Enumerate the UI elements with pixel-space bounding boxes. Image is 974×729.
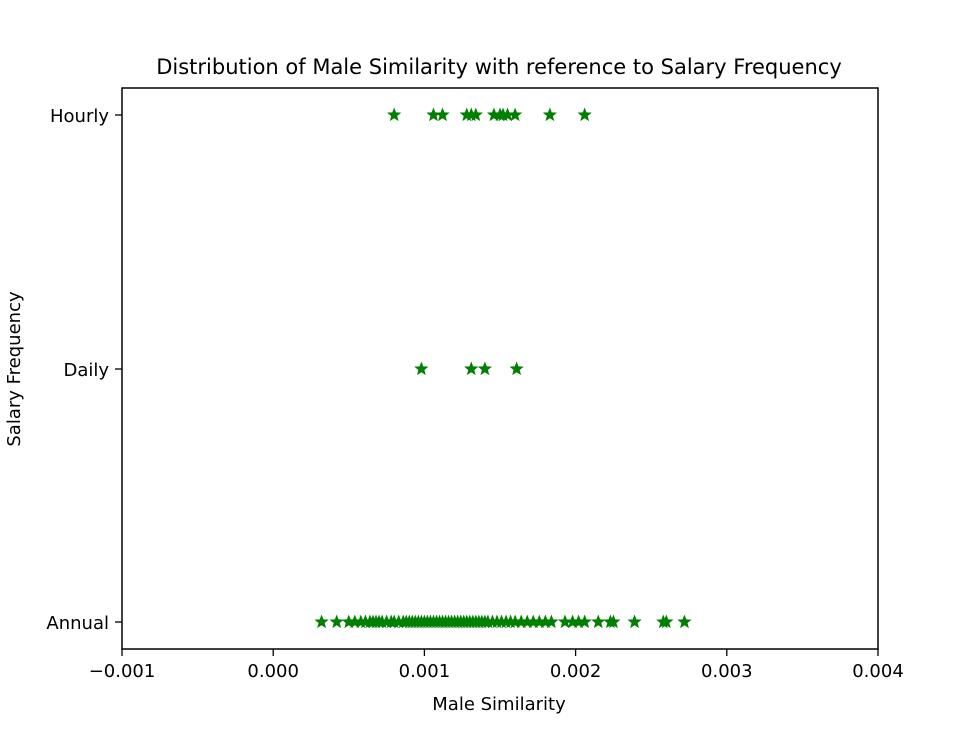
data-point [659,614,674,629]
data-point [538,614,553,629]
y-tick-label: Annual [46,613,109,634]
data-point [606,614,621,629]
x-tick-label: 0.000 [247,661,299,682]
data-point [486,107,502,122]
data-point [627,614,642,629]
x-tick-label: −0.001 [89,661,156,682]
y-axis: Annual Daily Hourly [46,106,122,634]
data-point [520,614,535,629]
x-axis: −0.001 0.000 0.001 0.002 0.003 0.004 [89,649,904,682]
data-point [341,614,356,629]
data-point [542,107,558,122]
data-point [329,614,344,629]
data-points [314,107,692,629]
data-point [468,107,483,122]
data-point [464,361,479,376]
data-point [314,614,329,629]
data-point [526,614,541,629]
x-tick-label: 0.004 [852,661,904,682]
data-point [414,361,429,376]
data-point [677,614,692,629]
data-point [532,614,547,629]
data-point [507,107,523,122]
data-point [435,107,450,122]
chart-title: Distribution of Male Similarity with ref… [156,55,842,79]
x-tick-label: 0.003 [701,661,753,682]
data-point [544,614,559,629]
y-tick-label: Hourly [50,106,109,127]
data-point [507,614,523,629]
data-point [591,614,606,629]
data-point [477,361,493,376]
x-tick-label: 0.002 [550,661,602,682]
data-point [387,107,402,122]
data-point [500,107,515,122]
data-point [426,107,441,122]
data-point [514,614,529,629]
y-axis-label: Salary Frequency [4,291,25,447]
data-point [565,614,580,629]
data-point [347,614,362,629]
plot-frame [121,87,879,650]
data-point [571,614,586,629]
x-axis-label: Male Similarity [432,694,566,715]
data-point [509,361,524,376]
data-point [577,107,592,122]
data-point [577,614,592,629]
data-point [557,614,573,629]
y-tick-label: Daily [63,360,109,381]
x-tick-label: 0.001 [399,661,451,682]
